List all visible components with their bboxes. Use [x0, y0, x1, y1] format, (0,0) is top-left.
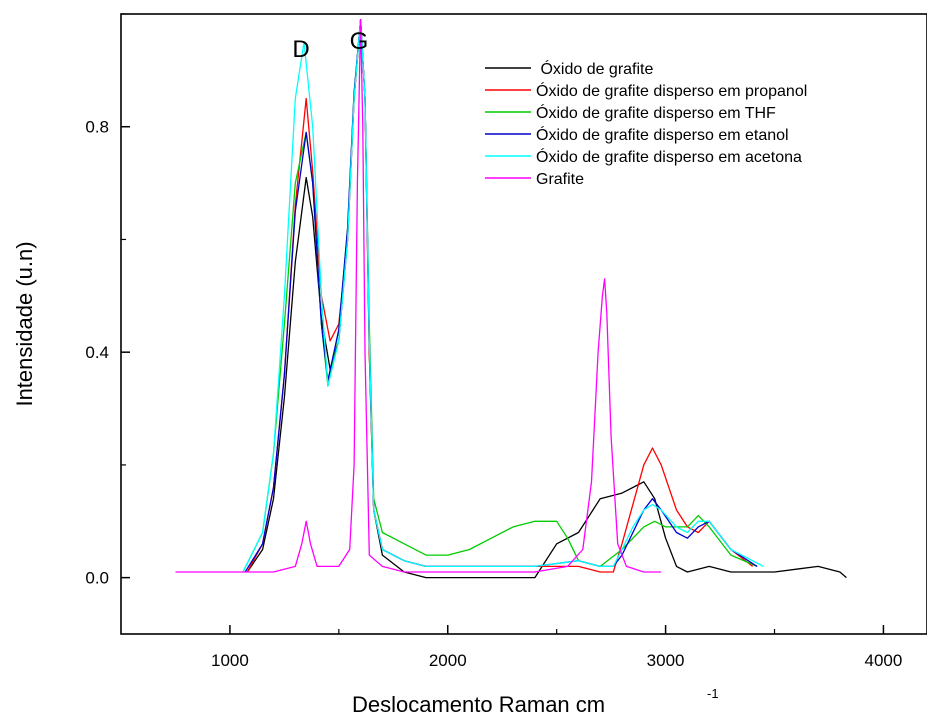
- plot-frame: [120, 13, 927, 635]
- y-tick-label-0: 0.0: [85, 569, 109, 588]
- series-line-0: [246, 18, 847, 579]
- x-axis-title: Deslocamento Raman cm: [352, 692, 605, 717]
- legend-label-0: Óxido de grafite: [536, 59, 654, 78]
- legend: Óxido de grafite Óxido de grafite dispers…: [485, 59, 807, 188]
- peak-label-d: D: [292, 36, 309, 63]
- series-layer: [175, 18, 847, 579]
- x-tick-label-3: 4000: [865, 651, 903, 670]
- series-line-1: [246, 18, 754, 573]
- legend-label-3: Óxido de grafite disperso em etanol: [536, 125, 789, 144]
- y-tick-label-2: 0.8: [85, 118, 109, 137]
- tick-layer: 1000 2000 3000 4000 0.0 0.4 0.8: [85, 13, 903, 670]
- peak-label-g: G: [350, 28, 369, 55]
- legend-label-4: Óxido de grafite disperso em acetona: [536, 147, 802, 166]
- legend-label-1: Óxido de grafite disperso em propanol: [536, 81, 807, 100]
- legend-label-5: Grafite: [536, 171, 584, 188]
- x-tick-label-0: 1000: [211, 651, 249, 670]
- x-tick-label-1: 2000: [429, 651, 467, 670]
- series-line-4: [242, 18, 764, 573]
- legend-label-2: Óxido de grafite disperso em THF: [536, 103, 776, 122]
- y-tick-label-1: 0.4: [85, 343, 109, 362]
- x-axis-title-superscript: -1: [707, 686, 719, 701]
- x-tick-label-2: 3000: [647, 651, 685, 670]
- series-line-5: [175, 18, 662, 573]
- x-axis-title-group: Deslocamento Raman cm -1: [352, 686, 719, 717]
- y-axis-title: Intensidade (u.n): [12, 241, 37, 406]
